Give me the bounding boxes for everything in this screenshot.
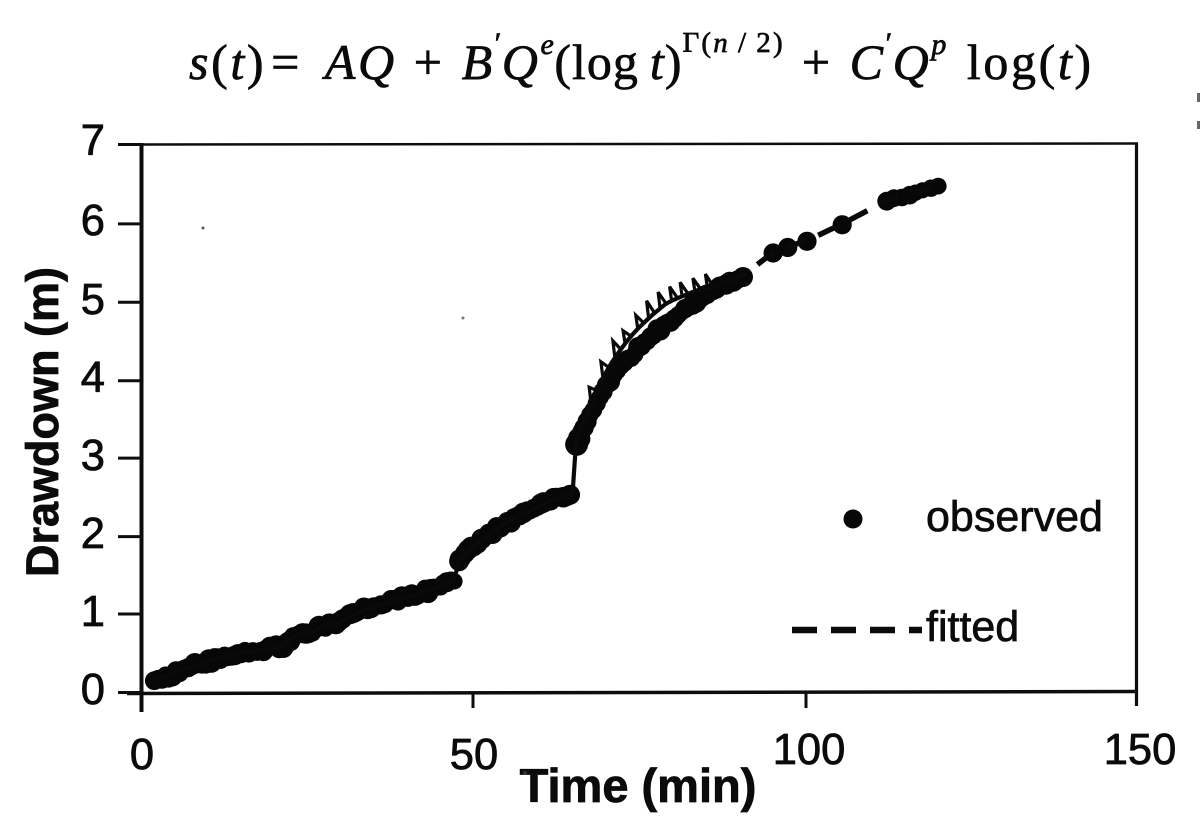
svg-text:observed: observed xyxy=(926,493,1103,541)
svg-text:0: 0 xyxy=(81,666,105,714)
svg-text:7: 7 xyxy=(81,117,105,165)
svg-text:2: 2 xyxy=(81,510,105,558)
svg-text:6: 6 xyxy=(81,197,105,245)
svg-text:Time (min): Time (min) xyxy=(520,759,757,812)
svg-text:3: 3 xyxy=(81,432,105,480)
svg-text:fitted: fitted xyxy=(926,603,1019,651)
svg-text:100: 100 xyxy=(773,726,846,774)
svg-text:4: 4 xyxy=(81,354,105,402)
svg-text:5: 5 xyxy=(81,276,105,324)
svg-text:Drawdown (m): Drawdown (m) xyxy=(17,267,68,577)
svg-text:1: 1 xyxy=(81,588,105,636)
svg-text:50: 50 xyxy=(450,731,498,779)
svg-text:150: 150 xyxy=(1104,726,1177,774)
svg-text:0: 0 xyxy=(130,731,154,779)
